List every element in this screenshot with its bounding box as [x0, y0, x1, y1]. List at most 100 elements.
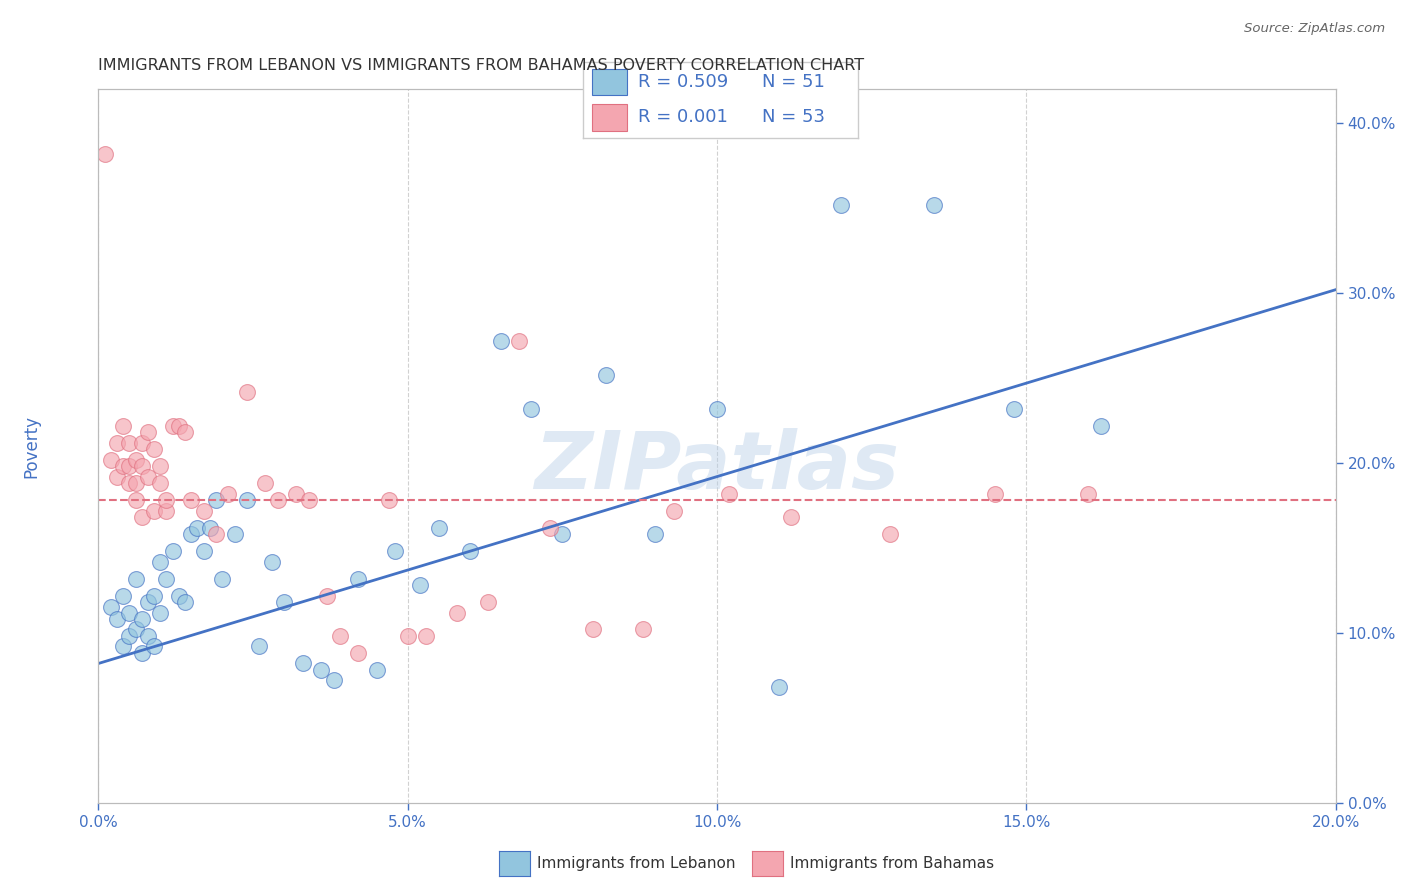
Point: [149, 476, 172, 491]
Point: [285, 486, 308, 500]
Point: [124, 572, 146, 586]
Point: [118, 435, 141, 450]
Point: [706, 401, 728, 416]
Point: [193, 544, 215, 558]
Point: [205, 493, 228, 508]
Point: [131, 646, 153, 660]
Point: [136, 629, 159, 643]
Point: [143, 589, 166, 603]
Point: [551, 527, 574, 541]
Point: [329, 629, 352, 643]
Point: [143, 503, 166, 517]
Point: [149, 459, 172, 474]
Point: [124, 476, 146, 491]
Point: [378, 493, 401, 508]
Point: [415, 629, 437, 643]
Point: [718, 486, 741, 500]
Point: [224, 527, 246, 541]
Point: [124, 452, 146, 467]
Point: [105, 435, 128, 450]
Point: [538, 520, 561, 534]
Point: [174, 595, 197, 609]
Point: [105, 612, 128, 626]
Point: [136, 469, 159, 483]
Point: [446, 606, 468, 620]
Point: [149, 606, 172, 620]
Point: [662, 503, 685, 517]
Point: [458, 544, 481, 558]
Point: [155, 572, 177, 586]
Point: [879, 527, 901, 541]
Point: [427, 520, 450, 534]
Point: [582, 623, 605, 637]
Point: [162, 544, 184, 558]
Point: [922, 198, 945, 212]
Point: [112, 459, 135, 474]
Point: [112, 418, 135, 433]
Point: [180, 527, 202, 541]
Text: IMMIGRANTS FROM LEBANON VS IMMIGRANTS FROM BAHAMAS POVERTY CORRELATION CHART: IMMIGRANTS FROM LEBANON VS IMMIGRANTS FR…: [98, 58, 865, 73]
Text: ZIPatlas: ZIPatlas: [534, 428, 900, 507]
Point: [254, 476, 277, 491]
Point: [131, 510, 153, 524]
Point: [489, 334, 512, 348]
Point: [180, 493, 202, 508]
Point: [347, 646, 370, 660]
Point: [186, 520, 208, 534]
Point: [1002, 401, 1025, 416]
FancyBboxPatch shape: [592, 69, 627, 95]
Point: [211, 572, 233, 586]
Point: [167, 589, 190, 603]
Point: [631, 623, 654, 637]
Point: [217, 486, 239, 500]
Point: [118, 606, 141, 620]
Text: Immigrants from Lebanon: Immigrants from Lebanon: [537, 856, 735, 871]
Point: [366, 663, 388, 677]
Point: [162, 418, 184, 433]
Point: [124, 493, 146, 508]
Point: [118, 476, 141, 491]
Point: [124, 623, 146, 637]
Point: [298, 493, 321, 508]
Point: [100, 452, 122, 467]
Point: [167, 418, 190, 433]
Point: [291, 657, 314, 671]
Point: [984, 486, 1007, 500]
Point: [396, 629, 419, 643]
Point: [112, 589, 135, 603]
Point: [768, 680, 790, 694]
Point: [193, 503, 215, 517]
Point: [644, 527, 666, 541]
Text: N = 53: N = 53: [762, 109, 825, 127]
Point: [477, 595, 499, 609]
Point: [830, 198, 852, 212]
Point: [347, 572, 370, 586]
Point: [155, 493, 177, 508]
Point: [155, 503, 177, 517]
Point: [267, 493, 290, 508]
Point: [136, 595, 159, 609]
Text: Source: ZipAtlas.com: Source: ZipAtlas.com: [1244, 22, 1385, 36]
Text: N = 51: N = 51: [762, 73, 824, 91]
Point: [149, 555, 172, 569]
Point: [322, 673, 344, 688]
Point: [780, 510, 803, 524]
Text: R = 0.509: R = 0.509: [638, 73, 728, 91]
Point: [143, 640, 166, 654]
Point: [93, 146, 115, 161]
Text: Immigrants from Bahamas: Immigrants from Bahamas: [790, 856, 994, 871]
Text: R = 0.001: R = 0.001: [638, 109, 728, 127]
Point: [118, 459, 141, 474]
Point: [143, 442, 166, 457]
Point: [112, 640, 135, 654]
Point: [236, 384, 259, 399]
Point: [236, 493, 259, 508]
Point: [316, 589, 339, 603]
Point: [131, 435, 153, 450]
Point: [131, 459, 153, 474]
Point: [1090, 418, 1112, 433]
Point: [309, 663, 332, 677]
Point: [384, 544, 406, 558]
Text: Poverty: Poverty: [22, 415, 39, 477]
Point: [247, 640, 270, 654]
